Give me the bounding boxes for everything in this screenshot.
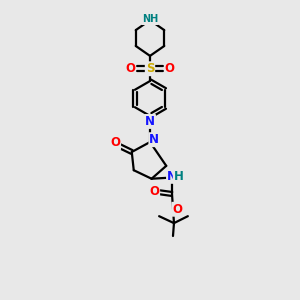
Text: H: H (174, 170, 184, 183)
Text: N: N (167, 170, 177, 183)
Text: N: N (145, 115, 155, 128)
Text: O: O (110, 136, 120, 149)
Text: S: S (146, 62, 154, 75)
Text: N: N (149, 133, 159, 146)
Text: O: O (165, 62, 175, 75)
Text: NH: NH (142, 14, 158, 24)
Text: O: O (125, 62, 135, 75)
Text: O: O (149, 184, 159, 197)
Text: O: O (172, 203, 182, 216)
